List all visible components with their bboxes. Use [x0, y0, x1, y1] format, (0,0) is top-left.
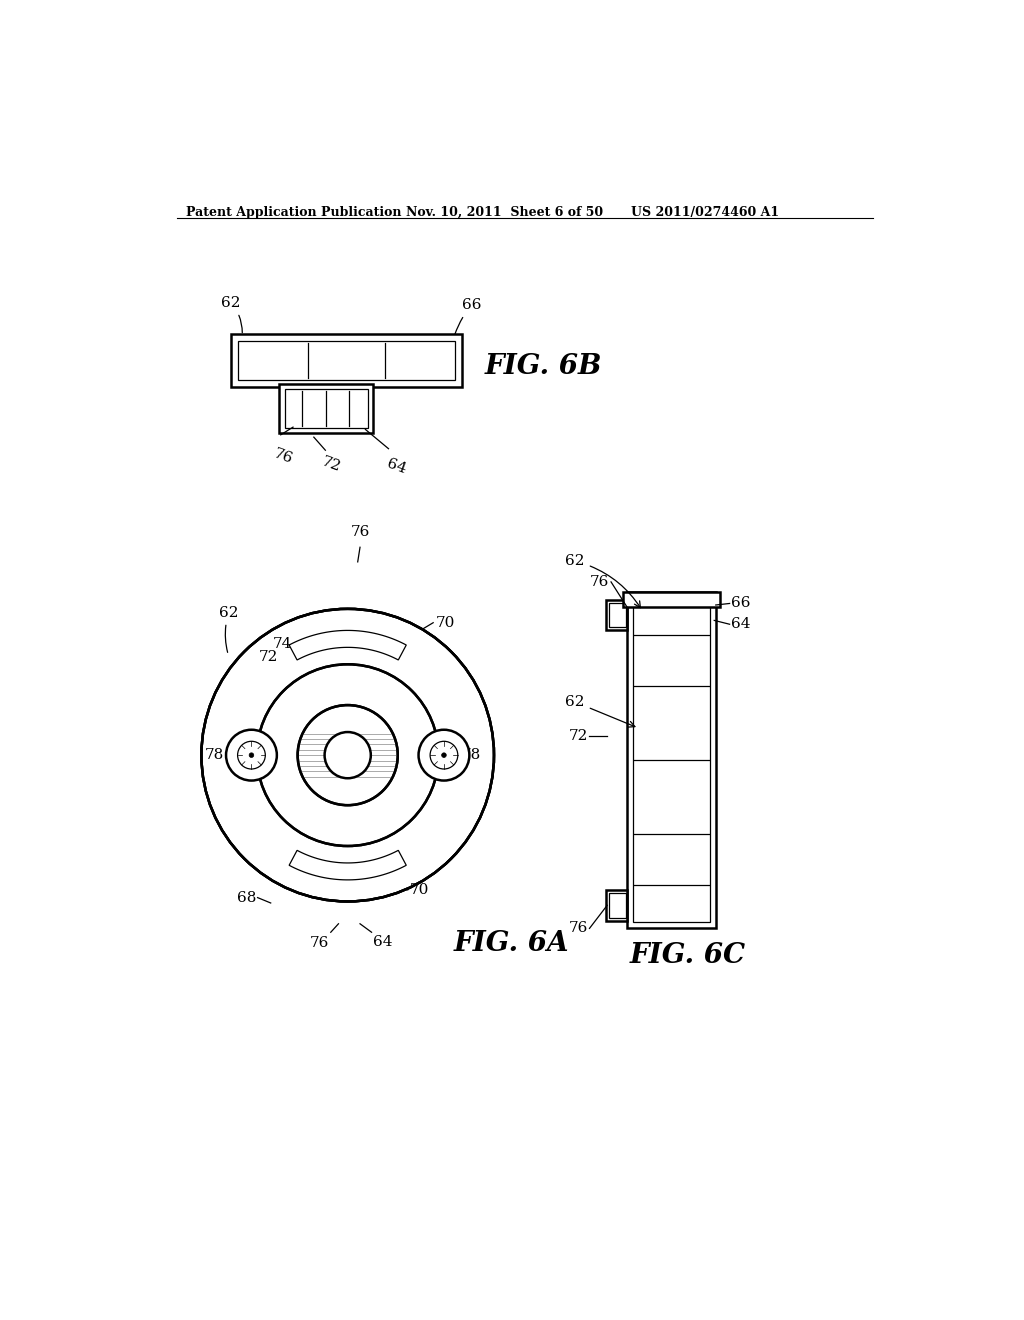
Text: 74: 74 — [272, 636, 292, 651]
Text: 66: 66 — [731, 597, 751, 610]
Text: 70: 70 — [435, 615, 455, 630]
Text: FIG. 6A: FIG. 6A — [454, 931, 569, 957]
Text: US 2011/0274460 A1: US 2011/0274460 A1 — [631, 206, 779, 219]
Text: FIG. 6B: FIG. 6B — [484, 352, 602, 380]
Text: FIG. 6C: FIG. 6C — [630, 942, 745, 969]
Text: 64: 64 — [385, 457, 408, 477]
Circle shape — [298, 705, 397, 805]
Text: 76: 76 — [590, 576, 609, 589]
Text: 76: 76 — [568, 921, 588, 936]
Text: 76: 76 — [271, 447, 295, 467]
Text: 78: 78 — [462, 748, 481, 762]
Text: 68: 68 — [237, 891, 256, 904]
Text: 76: 76 — [350, 525, 370, 539]
Circle shape — [325, 733, 371, 779]
Polygon shape — [628, 591, 716, 928]
Text: 70: 70 — [410, 883, 429, 896]
Text: 62: 62 — [221, 296, 243, 333]
Polygon shape — [289, 850, 407, 880]
Text: 72: 72 — [259, 649, 279, 664]
Text: 72: 72 — [568, 729, 588, 743]
Circle shape — [226, 730, 276, 780]
Circle shape — [257, 664, 438, 846]
Text: 62: 62 — [219, 606, 239, 652]
Circle shape — [202, 609, 494, 902]
Text: Nov. 10, 2011  Sheet 6 of 50: Nov. 10, 2011 Sheet 6 of 50 — [407, 206, 603, 219]
Text: 78: 78 — [205, 748, 224, 762]
Polygon shape — [624, 591, 720, 607]
Polygon shape — [280, 384, 373, 433]
Circle shape — [419, 730, 469, 780]
Text: 72: 72 — [319, 455, 342, 475]
Circle shape — [249, 752, 254, 758]
Text: 64: 64 — [731, 618, 751, 631]
Polygon shape — [605, 599, 628, 631]
Text: 62: 62 — [565, 554, 640, 607]
Text: 62: 62 — [565, 696, 635, 727]
Text: 66: 66 — [455, 298, 481, 334]
Circle shape — [441, 752, 446, 758]
Circle shape — [202, 609, 494, 902]
Polygon shape — [230, 334, 462, 387]
Text: 64: 64 — [373, 935, 392, 949]
Text: Patent Application Publication: Patent Application Publication — [186, 206, 401, 219]
Polygon shape — [605, 890, 628, 921]
Polygon shape — [289, 631, 407, 660]
Text: 76: 76 — [310, 936, 330, 950]
